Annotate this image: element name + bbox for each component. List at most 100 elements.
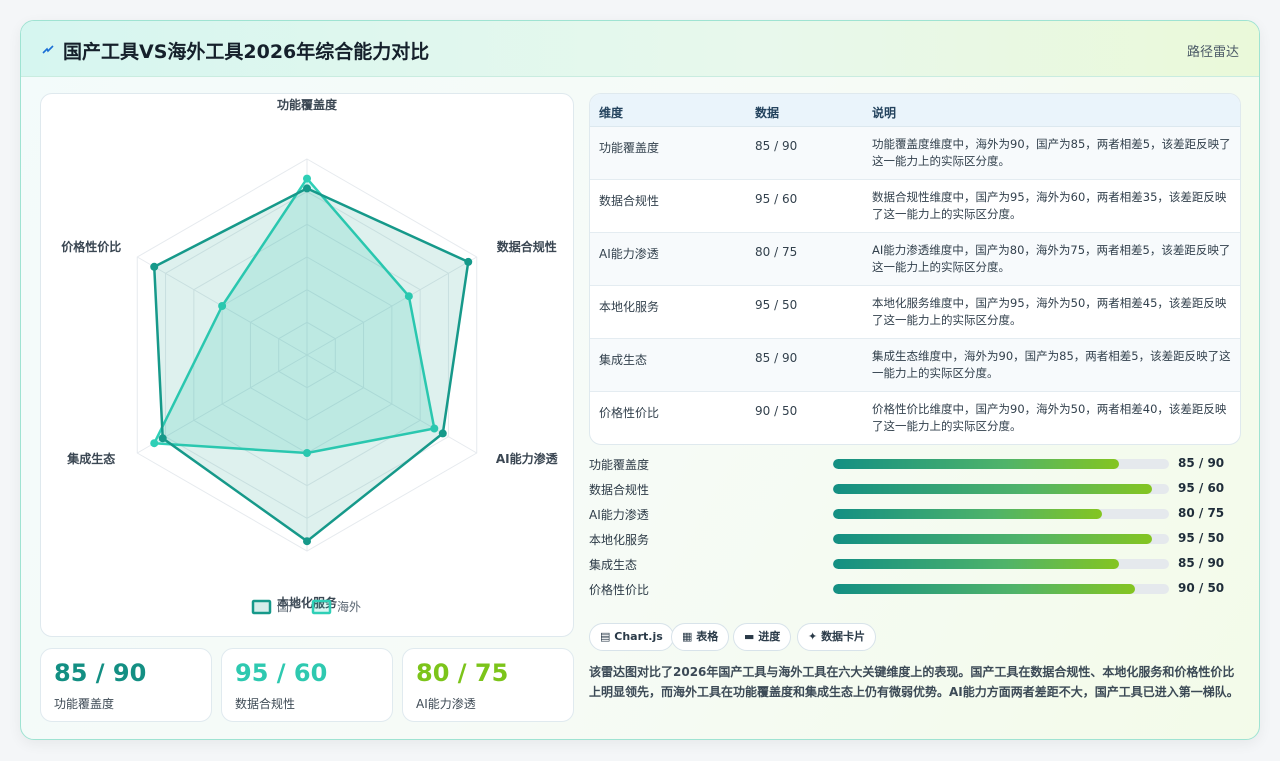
data-point [150,262,159,271]
cell-description: 功能覆盖度维度中，海外为90，国产为85，两者相差5，该差距反映了这一能力上的实… [872,137,1231,168]
progress-track [833,559,1169,569]
table-header: 维度 数据 说明 [590,94,1240,127]
kpi-label: 功能覆盖度 [54,697,115,711]
table-row: 功能覆盖度 85 / 90 功能覆盖度维度中，海外为90，国产为85，两者相差5… [590,127,1240,180]
data-point [303,537,311,546]
progress-row: 价格性价比 90 / 50 [589,579,1241,599]
progress-label: 集成生态 [589,558,638,572]
cell-data: 85 / 90 [755,351,798,365]
progress-list: 功能覆盖度 85 / 90 数据合规性 95 / 60 AI能力渗透 80 / … [589,454,1241,604]
grid-spoke [306,354,477,454]
progress-track [833,484,1169,494]
legend-label: 国产 [277,600,301,614]
progress-fill [833,534,1153,544]
column-header-description: 说明 [872,106,897,120]
series-area-domestic [152,187,470,543]
progress-fill [833,509,1102,519]
chip-label: 数据卡片 [821,630,866,643]
kpi-value: 95 / 60 [235,659,328,687]
column-header-dimension: 维度 [599,106,624,120]
radar-chart-panel: 功能覆盖度 数据合规性 AI能力渗透 本地化服务 集成生态 价格性价比 国产 海外 [40,93,574,637]
progress-label: 功能覆盖度 [589,458,650,472]
cell-description: 价格性价比维度中，国产为90，海外为50，两者相差40，该差距反映了这一能力上的… [872,402,1227,433]
dashboard-card: 国产工具VS海外工具2026年综合能力对比 路径雷达 功能覆盖度 数据合规性 AI能… [20,20,1260,740]
table-row: 本地化服务 95 / 50 本地化服务维度中，国产为95，海外为50，两者相差4… [590,286,1240,339]
header-bar: 国产工具VS海外工具2026年综合能力对比 路径雷达 [21,21,1259,77]
progress-row: 集成生态 85 / 90 [589,554,1241,574]
progress-label: 价格性价比 [589,583,650,597]
cell-data: 95 / 60 [755,192,798,206]
progress-label: AI能力渗透 [589,508,649,522]
cell-dimension: 本地化服务 [599,300,660,314]
axis-label: 集成生态 [66,451,115,466]
kpi-label: 数据合规性 [235,697,296,711]
progress-track [833,534,1169,544]
kpi-value: 80 / 75 [416,659,509,687]
cell-description: AI能力渗透维度中，国产为80，海外为75，两者相差5，该差距反映了这一能力上的… [872,243,1231,274]
data-point [158,434,167,443]
progress-fill [833,584,1136,594]
progress-icon: ▬ [744,630,755,643]
cell-dimension: 集成生态 [599,353,648,367]
grid-spoke [306,256,477,356]
summary-text: 该雷达图对比了2026年国产工具与海外工具在六大关键维度上的表现。国产工具在数据… [589,665,1239,699]
axis-label: 数据合规性 [497,239,557,254]
progress-value: 85 / 90 [1178,456,1225,470]
cell-dimension: 数据合规性 [599,194,660,208]
progress-value: 80 / 75 [1178,506,1225,520]
progress-value: 95 / 50 [1178,531,1225,545]
chip-label: Chart.js [614,630,663,643]
table-row: 价格性价比 90 / 50 价格性价比维度中，国产为90，海外为50，两者相差4… [590,392,1240,444]
progress-value: 90 / 50 [1178,581,1225,595]
chip-chartjs[interactable]: ▤ Chart.js [589,623,674,651]
table-row: 集成生态 85 / 90 集成生态维度中，海外为90，国产为85，两者相差5，该… [590,339,1240,392]
sparkle-icon: ✦ [808,630,818,643]
progress-track [833,584,1169,594]
legend-label: 海外 [337,599,361,614]
kpi-card-3: 80 / 75 AI能力渗透 [402,648,574,722]
progress-fill [833,484,1153,494]
kpi-card-2: 95 / 60 数据合规性 [221,648,393,722]
cell-description: 集成生态维度中，海外为90，国产为85，两者相差5，该差距反映了这一能力上的实际… [872,349,1231,380]
lightning-icon [42,45,54,54]
kpi-card-1: 85 / 90 功能覆盖度 [40,648,212,722]
chip-label: 表格 [696,630,719,643]
page-title: 国产工具VS海外工具2026年综合能力对比 [63,41,430,63]
data-point [464,257,473,266]
chart-icon: ▤ [600,630,611,643]
cell-data: 80 / 75 [755,245,798,259]
data-table: 维度 数据 说明 功能覆盖度 85 / 90 功能覆盖度维度中，海外为90，国产… [589,93,1241,445]
chip-data-cards[interactable]: ✦ 数据卡片 [797,623,877,651]
table-icon: ▦ [682,630,693,643]
progress-label: 数据合规性 [589,483,650,497]
chip-progress[interactable]: ▬ 进度 [733,623,792,651]
axis-label: AI能力渗透 [496,451,559,466]
data-point [303,449,311,457]
legend-swatch [251,599,272,615]
cell-dimension: 价格性价比 [599,406,660,420]
chip-label: 进度 [758,630,781,643]
data-point [150,439,159,448]
chip-table[interactable]: ▦ 表格 [671,623,730,651]
kpi-value: 85 / 90 [54,659,147,687]
cell-description: 数据合规性维度中，国产为95，海外为60，两者相差35，该差距反映了这一能力上的… [872,190,1227,221]
table-row: 数据合规性 95 / 60 数据合规性维度中，国产为95，海外为60，两者相差3… [590,180,1240,233]
table-row: AI能力渗透 80 / 75 AI能力渗透维度中，国产为80，海外为75，两者相… [590,233,1240,286]
progress-row: AI能力渗透 80 / 75 [589,504,1241,524]
column-header-data: 数据 [755,106,780,120]
data-point [218,302,227,310]
progress-fill [833,559,1119,569]
cell-data: 85 / 90 [755,139,798,153]
legend-swatch [311,599,332,615]
cell-dimension: AI能力渗透 [599,247,659,261]
progress-value: 85 / 90 [1178,556,1225,570]
data-point [303,184,311,193]
progress-track [833,509,1169,519]
progress-track [833,459,1169,469]
axis-label: 价格性价比 [61,239,121,254]
progress-fill [833,459,1119,469]
progress-row: 数据合规性 95 / 60 [589,479,1241,499]
data-point [430,424,439,433]
progress-value: 95 / 60 [1178,481,1225,495]
